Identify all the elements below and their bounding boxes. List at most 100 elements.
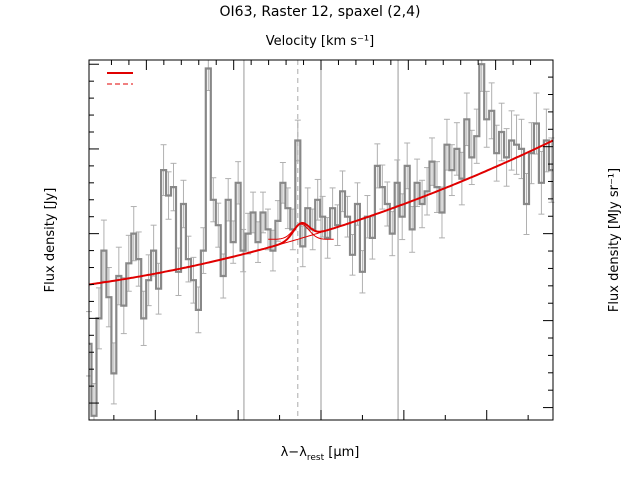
data-point: [307, 207, 309, 209]
data-point: [456, 148, 458, 150]
data-point: [272, 249, 274, 252]
data-point: [267, 228, 269, 231]
data-point: [525, 203, 528, 205]
data-point: [332, 207, 334, 209]
data-point: [356, 203, 359, 205]
data-point: [172, 186, 175, 188]
data-point: [346, 216, 349, 218]
fit-curves: [88, 139, 554, 286]
data-point: [123, 305, 125, 307]
legend: [107, 72, 133, 85]
data-point: [133, 233, 135, 235]
data-point: [376, 165, 378, 167]
data-point: [341, 190, 344, 192]
data-point: [103, 249, 105, 252]
data-point: [153, 249, 155, 252]
data-point: [396, 182, 398, 184]
data-point: [520, 148, 523, 150]
data-point: [302, 245, 304, 247]
data-point: [262, 211, 264, 214]
axes: [88, 59, 554, 421]
data-point: [446, 144, 448, 146]
data-point: [162, 169, 165, 171]
data-point: [148, 279, 150, 281]
data-point: [381, 186, 383, 188]
data-point: [202, 249, 204, 252]
data-point: [515, 144, 518, 146]
data-point: [451, 169, 453, 171]
top-axis-title: Velocity [km s⁻¹]: [266, 34, 374, 49]
data-point: [192, 279, 194, 281]
data-point: [535, 122, 538, 125]
data-point: [277, 220, 279, 222]
data-point: [506, 156, 508, 159]
data-point: [391, 233, 393, 235]
data-point: [212, 199, 214, 201]
data-point: [113, 372, 115, 375]
data-point: [158, 288, 160, 290]
data-point: [416, 182, 418, 184]
data-point: [371, 237, 373, 239]
data-point: [401, 216, 403, 218]
data-point: [530, 152, 533, 154]
data-point: [461, 177, 463, 180]
data-point: [237, 182, 239, 184]
data-point: [287, 207, 289, 209]
data-point: [252, 211, 254, 214]
data-point: [421, 203, 423, 205]
bottom-axis-title-main: λ−λ: [281, 445, 308, 460]
data-point: [327, 237, 329, 239]
data-point: [247, 233, 249, 235]
data-point: [108, 296, 110, 298]
data-point: [471, 156, 473, 159]
data-point: [197, 309, 199, 311]
data-point: [510, 139, 513, 142]
data-point: [431, 161, 433, 163]
bottom-axis-title-sub: rest: [307, 453, 325, 463]
data-point: [217, 224, 219, 226]
data-point: [322, 216, 324, 218]
data-point: [257, 241, 259, 243]
bottom-axis-title: λ−λrest [μm]: [281, 445, 360, 463]
data-point: [222, 275, 224, 277]
chart-title: OI63, Raster 12, spaxel (2,4): [220, 4, 421, 20]
data-point: [187, 258, 190, 260]
data-point: [351, 254, 354, 256]
data-point: [481, 63, 483, 65]
data-point: [540, 182, 543, 184]
data-point: [545, 139, 547, 142]
data-point: [232, 241, 234, 243]
data-point: [336, 224, 339, 226]
data-point: [496, 152, 498, 154]
data-point: [297, 139, 299, 142]
data-point: [466, 118, 468, 120]
data-series: [88, 63, 553, 417]
data-point: [406, 165, 408, 167]
data-point: [361, 271, 364, 273]
data-point: [476, 135, 478, 137]
data-point: [242, 249, 244, 252]
data-point: [501, 131, 503, 133]
data-point: [227, 199, 229, 201]
data-point: [167, 194, 170, 197]
data-point: [486, 118, 488, 120]
data-point: [426, 190, 428, 192]
data-point: [143, 317, 145, 319]
left-axis-title: Flux density [Jy]: [43, 188, 58, 293]
data-point: [93, 415, 95, 417]
right-axis-title: Flux density [MJy sr⁻¹]: [607, 168, 622, 312]
data-point: [282, 182, 284, 184]
data-point: [491, 110, 493, 112]
spectrum-line: [89, 63, 553, 417]
data-point: [177, 271, 180, 273]
data-point: [182, 203, 185, 205]
reference-lines: [243, 60, 399, 420]
data-point: [128, 262, 130, 264]
data-point: [207, 67, 209, 70]
data-point: [550, 169, 552, 171]
bottom-axis-title-unit: [μm]: [324, 445, 359, 460]
total-fit-line: [88, 139, 554, 286]
data-point: [317, 199, 319, 201]
data-point: [441, 211, 443, 214]
